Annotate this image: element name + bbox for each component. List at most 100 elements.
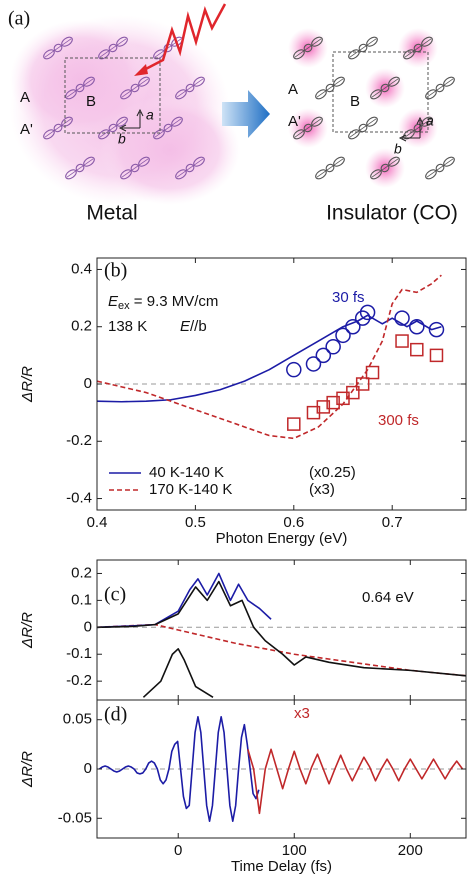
site-label: B	[350, 93, 360, 110]
x-axis-title: Time Delay (fs)	[231, 858, 332, 874]
molecule	[370, 76, 400, 100]
molecule	[65, 76, 95, 100]
y-tick-label: -0.2	[66, 672, 92, 689]
pulse-arrowhead	[134, 64, 148, 76]
data-line	[247, 748, 464, 815]
molecules	[43, 36, 455, 180]
y-tick-label: 0	[84, 375, 92, 392]
annotation: E//b	[180, 318, 207, 335]
molecule-bond	[404, 38, 432, 58]
molecule-bond	[349, 118, 377, 138]
y-tick-label: 0.2	[71, 318, 92, 335]
molecule-bond	[121, 158, 149, 178]
site-label: A	[20, 89, 30, 106]
data-line	[142, 648, 214, 698]
molecule-bond	[66, 78, 94, 98]
x-tick-label: 100	[282, 842, 307, 859]
data-line	[97, 274, 442, 440]
data-line	[97, 580, 466, 677]
molecule	[293, 116, 323, 140]
y-axis-title: ΔR/R	[19, 366, 36, 403]
molecule-bond	[294, 118, 322, 138]
annotation-text: = 9.3 MV/cm	[130, 293, 219, 310]
panel-label: (a)	[8, 8, 30, 30]
data-marker	[410, 342, 424, 357]
y-tick-label: -0.2	[66, 432, 92, 449]
axis-label: b	[118, 131, 126, 147]
site-label: B	[86, 93, 96, 110]
data-marker	[429, 348, 444, 363]
molecule	[315, 156, 345, 180]
data-marker	[326, 395, 340, 410]
data-marker	[315, 347, 332, 364]
molecule	[43, 36, 73, 60]
plot-area	[97, 572, 466, 698]
y-axis-title: ΔR/R	[19, 612, 36, 649]
y-tick-label: 0	[84, 760, 92, 777]
molecule	[120, 156, 150, 180]
plot-frame	[96, 559, 467, 701]
data-marker	[365, 365, 380, 380]
molecule-bond	[121, 78, 149, 98]
molecule	[425, 76, 455, 100]
axis-arrows	[398, 116, 424, 142]
data-marker	[335, 327, 351, 344]
data-marker	[346, 385, 360, 400]
x-tick-label: 200	[398, 842, 423, 859]
x-tick-label: 0.7	[382, 514, 403, 531]
data-marker	[316, 400, 331, 414]
x-tick-label: 0.4	[87, 514, 108, 531]
series-label: 300 fs	[378, 412, 419, 429]
panel-a: (a) A A' B a b A A' B a b Metal Insulato…	[8, 3, 458, 225]
molecule-bond	[316, 158, 344, 178]
y-tick-label: 0.05	[63, 711, 92, 728]
unit-cell	[64, 57, 161, 134]
legend-label: 170 K-140 K	[149, 481, 232, 498]
transition-arrow	[222, 90, 270, 138]
molecule-bond	[294, 38, 322, 58]
molecule-bond	[99, 118, 127, 138]
y-tick-label: -0.1	[66, 645, 92, 662]
annotation: x3	[294, 705, 310, 722]
molecule	[98, 116, 128, 140]
caption: Metal	[86, 202, 137, 225]
panel-label: (d)	[104, 704, 127, 726]
molecule	[348, 36, 378, 60]
data-marker	[345, 318, 361, 335]
data-marker	[286, 361, 302, 378]
panel-label: (c)	[104, 584, 126, 606]
x-tick-label: 0	[174, 842, 182, 859]
data-line	[97, 623, 466, 677]
data-line	[97, 314, 442, 403]
x-tick-label: 0.5	[185, 514, 206, 531]
y-tick-label: 0	[84, 618, 92, 635]
molecule	[175, 76, 205, 100]
site-label: A	[288, 81, 298, 98]
cloud	[10, 20, 150, 140]
x-axis-title: Photon Energy (eV)	[216, 530, 348, 547]
annotation: Eex = 9.3 MV/cm	[108, 293, 218, 312]
y-tick-label: 0.1	[71, 591, 92, 608]
molecule	[348, 116, 378, 140]
data-marker	[394, 310, 410, 326]
molecule-bond	[154, 118, 182, 138]
molecule	[153, 116, 183, 140]
molecule	[65, 156, 95, 180]
data-marker	[395, 334, 409, 348]
annotation: 0.64 eV	[362, 589, 414, 606]
molecule	[403, 36, 433, 60]
unit-cell	[332, 51, 429, 133]
molecule-bond	[176, 78, 204, 98]
symbol: E	[180, 318, 191, 335]
molecule-bond	[371, 158, 399, 178]
legend-scale: (x0.25)	[309, 464, 356, 481]
light-pulse	[139, 3, 227, 74]
data-line	[98, 715, 260, 823]
annotation-text: //b	[190, 318, 207, 335]
y-tick-label: 0.2	[71, 564, 92, 581]
molecule-bond	[44, 38, 72, 58]
x-tick-label: 0.6	[283, 514, 304, 531]
caption: Insulator (CO)	[326, 202, 458, 225]
